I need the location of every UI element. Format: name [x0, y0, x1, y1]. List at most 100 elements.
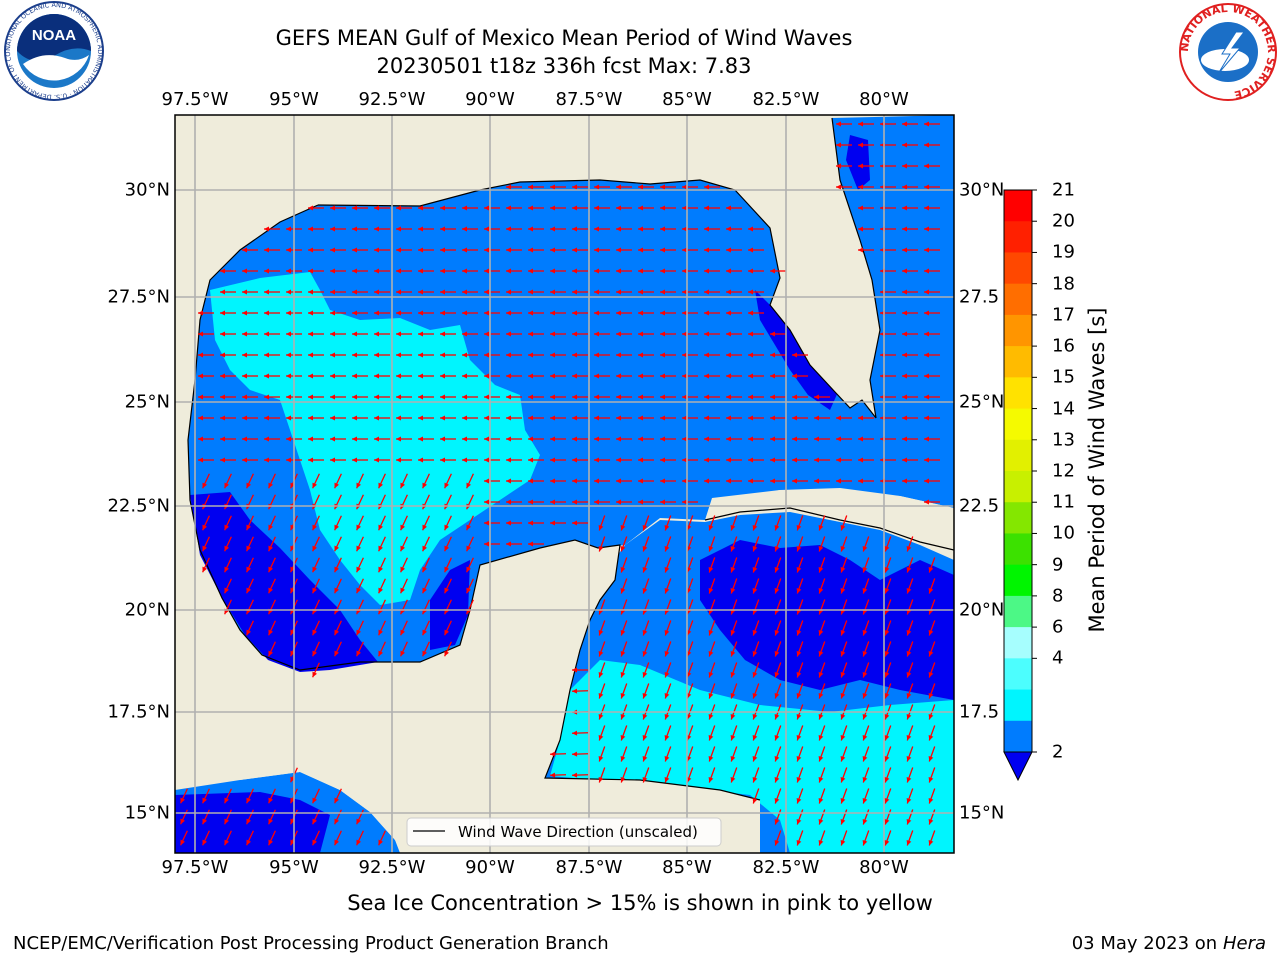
- lon-tick-top: 80°W: [859, 89, 909, 110]
- wind-wave-arrowhead: [730, 524, 736, 531]
- wind-wave-arrowhead: [924, 373, 929, 379]
- caribbean-cyan-region: [550, 660, 954, 853]
- wind-wave-arrowhead: [374, 310, 379, 316]
- wind-wave-arrowhead: [572, 226, 577, 232]
- wind-wave-arrowhead: [356, 839, 361, 846]
- wind-wave-arrowhead: [418, 289, 423, 295]
- colorbar-label: 19: [1052, 241, 1075, 263]
- wind-wave-arrowhead: [818, 818, 824, 825]
- wind-wave-arrowhead: [506, 499, 511, 505]
- wind-wave-arrowhead: [884, 797, 890, 804]
- wind-wave-arrowhead: [884, 713, 890, 720]
- wind-wave-arrowhead: [308, 394, 313, 400]
- wind-wave-arrowhead: [884, 755, 890, 762]
- wind-wave-arrowhead: [484, 478, 489, 484]
- caption-text: Sea Ice Concentration > 15% is shown in …: [347, 891, 933, 915]
- wind-wave-arrowhead: [286, 331, 291, 337]
- wind-wave-arrowhead: [708, 524, 714, 531]
- wind-wave-arrowhead: [708, 671, 714, 678]
- wind-wave-arrowhead: [708, 692, 714, 699]
- wind-wave-arrowhead: [906, 587, 912, 594]
- wind-wave-arrowhead: [242, 373, 247, 379]
- yucatan-land: [175, 540, 760, 853]
- wind-wave-arrowhead: [198, 373, 203, 379]
- wind-wave-arrowhead: [836, 436, 841, 442]
- wind-wave-arrowhead: [620, 755, 626, 762]
- wind-wave-arrowhead: [638, 436, 643, 442]
- wind-wave-arrowhead: [726, 457, 731, 463]
- wind-wave-arrowhead: [726, 226, 731, 232]
- wind-wave-arrowhead: [550, 478, 555, 484]
- wind-wave-arrowhead: [312, 482, 317, 489]
- wind-wave-arrowhead: [796, 839, 802, 846]
- wind-wave-arrowhead: [774, 524, 780, 531]
- wind-wave-arrowhead: [928, 713, 934, 720]
- cuba-land: [705, 488, 954, 550]
- wind-wave-arrowhead: [906, 818, 912, 825]
- wind-wave-arrowhead: [682, 331, 687, 337]
- wind-wave-arrowhead: [246, 587, 251, 594]
- wind-wave-arrowhead: [440, 205, 445, 211]
- wind-wave-arrowhead: [730, 650, 736, 657]
- wind-wave-arrowhead: [664, 734, 670, 741]
- wind-wave-arrowhead: [660, 205, 665, 211]
- wind-wave-arrowhead: [638, 415, 643, 421]
- colorbar-segment: [1004, 252, 1032, 285]
- footer-branch: NCEP/EMC/Verification Post Processing Pr…: [13, 933, 609, 954]
- wind-wave-arrowhead: [418, 247, 423, 253]
- wind-wave-arrowhead: [356, 818, 361, 825]
- wind-wave-arrowhead: [862, 839, 868, 846]
- wind-wave-arrowhead: [264, 436, 269, 442]
- wind-wave-arrowhead: [330, 457, 335, 463]
- wind-wave-arrowhead: [726, 310, 731, 316]
- wind-wave-arrowhead: [268, 839, 273, 846]
- wind-wave-arrowhead: [462, 226, 467, 232]
- wind-wave-arrowhead: [906, 776, 912, 783]
- colorbar-segment: [1004, 533, 1032, 566]
- wind-wave-arrowhead: [484, 247, 489, 253]
- wind-wave-arrowhead: [312, 797, 317, 804]
- wind-wave-arrowhead: [928, 650, 934, 657]
- wind-wave-arrowhead: [422, 545, 427, 552]
- wind-wave-arrowhead: [660, 436, 665, 442]
- wind-wave-arrowhead: [796, 629, 802, 636]
- wind-wave-arrowhead: [752, 629, 758, 636]
- wind-wave-arrowhead: [752, 755, 758, 762]
- wind-wave-arrowhead: [902, 415, 907, 421]
- wind-wave-arrowhead: [708, 713, 714, 720]
- wind-wave-arrowhead: [748, 478, 753, 484]
- wind-wave-arrowhead: [836, 457, 841, 463]
- wind-wave-arrowhead: [638, 394, 643, 400]
- wind-wave-arrowhead: [198, 394, 203, 400]
- lat-tick-right: 17.5: [959, 701, 1000, 723]
- map-figure: Wind Wave Direction (unscaled): [174, 114, 1037, 854]
- wind-wave-arrowhead: [506, 310, 511, 316]
- wind-wave-arrowhead: [840, 566, 846, 573]
- wind-wave-arrowhead: [550, 499, 555, 505]
- wind-wave-arrowhead: [616, 352, 621, 358]
- wind-wave-arrowhead: [642, 650, 648, 657]
- wind-wave-arrowhead: [858, 247, 863, 253]
- wind-wave-arrowhead: [594, 226, 599, 232]
- wind-wave-arrowhead: [924, 289, 929, 295]
- wind-wave-arrowhead: [774, 713, 780, 720]
- wind-wave-arrowhead: [748, 289, 753, 295]
- wind-wave-arrowhead: [418, 205, 423, 211]
- wind-wave-arrowhead: [290, 776, 295, 783]
- wind-wave-arrowhead: [286, 394, 291, 400]
- wind-wave-arrowhead: [682, 499, 687, 505]
- wind-wave-arrowhead: [462, 247, 467, 253]
- wind-wave-arrowhead: [616, 184, 621, 190]
- wind-wave-arrowhead: [730, 587, 736, 594]
- wind-wave-arrowhead: [682, 394, 687, 400]
- wind-wave-arrowhead: [730, 776, 736, 783]
- wind-wave-arrowhead: [356, 629, 361, 636]
- wind-wave-arrowhead: [572, 352, 577, 358]
- wind-wave-arrowhead: [928, 839, 934, 846]
- wind-wave-arrowhead: [356, 482, 361, 489]
- wind-wave-arrowhead: [818, 566, 824, 573]
- wind-wave-arrowhead: [682, 436, 687, 442]
- wind-wave-arrowhead: [862, 755, 868, 762]
- wind-wave-arrowhead: [352, 247, 357, 253]
- wind-wave-arrowhead: [862, 566, 868, 573]
